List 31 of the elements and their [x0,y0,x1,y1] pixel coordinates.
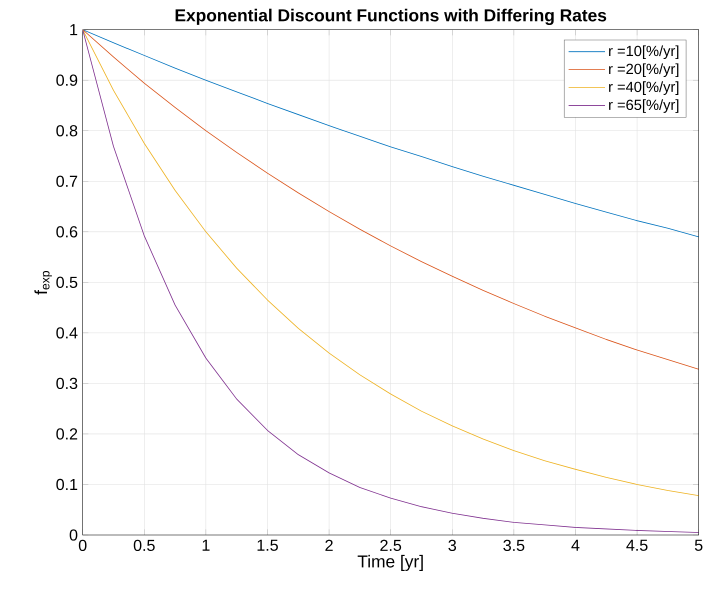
x-tick-label: 2 [325,540,333,551]
y-tick-label: 0 [70,529,78,541]
y-tick-label: 0.5 [56,276,78,288]
x-tick-label: 1.5 [258,540,278,551]
y-tick-label: 0.8 [56,125,78,136]
y-tick-label: 0.9 [56,74,78,86]
x-tick-label: 3.5 [503,540,524,552]
legend-label: r =40[%/yr] [609,81,678,95]
y-tick-label: 0.1 [56,478,78,490]
x-tick-label: 0.5 [134,540,155,552]
x-tick-label: 5 [694,540,702,551]
x-tick-label: 0 [78,540,87,552]
y-tick-label: 0.4 [56,327,78,339]
y-axis-title: f$_{exp}$ [34,270,52,295]
line-series [82,30,699,238]
y-tick-label: 0.2 [56,428,78,440]
legend-label: r =10[%/yr] [609,45,678,60]
y-tick-label: 1 [70,24,78,36]
x-tick-label: 3 [448,540,456,552]
y-tick-label: 0.6 [56,226,78,238]
y-tick-label: 0.3 [56,378,78,390]
x-tick-label: 2.5 [380,540,402,552]
line-series [82,30,699,370]
y-tick-label: 0.7 [56,176,78,187]
chart-title: Exponential Discount Functions with Differing Rates [176,8,606,25]
legend-label: r =20[%/yr] [609,63,678,77]
x-tick-label: 4.5 [626,540,648,551]
x-tick-label: 1 [202,540,210,551]
legend-label: r =65[%/yr] [609,99,678,113]
x-tick-label: 4 [571,540,580,551]
x-axis-title: Time [yr] [358,554,423,572]
